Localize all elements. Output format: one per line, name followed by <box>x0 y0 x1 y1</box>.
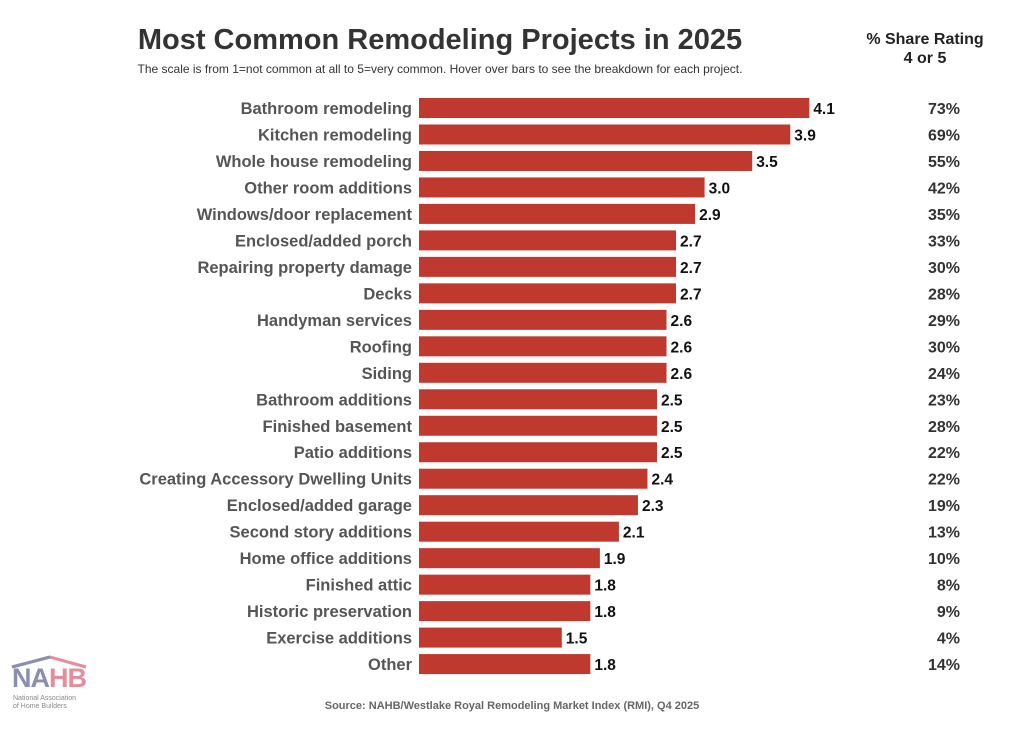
value-label: 2.5 <box>661 392 683 409</box>
share-label: 10% <box>928 551 960 568</box>
bar[interactable] <box>419 124 791 145</box>
value-label: 1.9 <box>604 551 626 568</box>
category-label: Patio additions <box>294 444 412 462</box>
bar[interactable] <box>419 203 696 224</box>
value-label: 3.5 <box>756 154 778 171</box>
value-label: 4.1 <box>813 101 835 118</box>
share-label: 22% <box>928 445 960 462</box>
category-label: Home office additions <box>240 550 412 568</box>
source-note: Source: NAHB/Westlake Royal Remodeling M… <box>324 700 700 712</box>
bar[interactable] <box>419 177 705 198</box>
value-label: 2.3 <box>642 498 664 515</box>
category-label: Windows/door replacement <box>197 206 413 224</box>
bar[interactable] <box>419 283 677 304</box>
category-label: Decks <box>363 285 412 303</box>
share-label: 28% <box>928 419 960 436</box>
share-label: 23% <box>928 392 960 409</box>
value-label: 3.0 <box>709 180 731 197</box>
bar[interactable] <box>419 442 657 463</box>
share-column-header: % Share Rating 4 or 5 <box>866 31 984 67</box>
bar[interactable] <box>419 495 638 516</box>
bar[interactable] <box>419 627 562 648</box>
category-label: Historic preservation <box>247 603 412 621</box>
value-label: 2.6 <box>671 313 693 330</box>
value-label: 3.9 <box>794 127 816 144</box>
bar[interactable] <box>419 468 648 489</box>
category-label: Other room additions <box>244 179 412 197</box>
category-label: Finished attic <box>306 577 412 595</box>
value-label: 1.8 <box>594 578 616 595</box>
value-label: 2.6 <box>671 366 693 383</box>
category-label: Handyman services <box>257 312 412 330</box>
bar[interactable] <box>419 230 677 251</box>
bar[interactable] <box>419 309 667 330</box>
value-label: 2.7 <box>680 233 702 250</box>
category-label: Bathroom additions <box>256 391 412 409</box>
category-label: Enclosed/added garage <box>227 497 412 515</box>
value-label: 2.7 <box>680 286 702 303</box>
bar[interactable] <box>419 654 591 675</box>
category-label: Kitchen remodeling <box>258 126 412 144</box>
share-label: 33% <box>928 233 960 250</box>
bar[interactable] <box>419 548 600 569</box>
share-label: 29% <box>928 313 960 330</box>
category-label: Bathroom remodeling <box>241 100 412 118</box>
category-label: Other <box>368 656 413 674</box>
bar[interactable] <box>419 98 810 118</box>
share-label: 55% <box>928 154 960 171</box>
share-label: 30% <box>928 260 960 277</box>
bar[interactable] <box>419 256 677 277</box>
share-label: 13% <box>928 525 960 542</box>
share-label: 73% <box>928 101 960 118</box>
share-label: 14% <box>928 657 960 674</box>
share-label: 9% <box>937 604 960 621</box>
category-label: Whole house remodeling <box>216 153 412 171</box>
bar[interactable] <box>419 362 667 383</box>
chart-title: Most Common Remodeling Projects in 2025 <box>137 24 743 56</box>
share-label: 30% <box>928 339 960 356</box>
bar[interactable] <box>419 336 667 357</box>
category-label: Finished basement <box>263 418 413 436</box>
chart-subtitle: The scale is from 1=not common at all to… <box>137 62 743 76</box>
logo-subtext: National Association of Home Builders <box>13 695 77 710</box>
share-label: 69% <box>928 127 960 144</box>
category-label: Exercise additions <box>266 630 412 648</box>
category-label: Siding <box>362 365 412 383</box>
share-label: 19% <box>928 498 960 515</box>
value-label: 2.4 <box>651 472 673 489</box>
bar[interactable] <box>419 521 619 542</box>
category-label: Repairing property damage <box>197 259 412 277</box>
roof-icon <box>11 655 87 669</box>
value-label: 1.5 <box>566 631 588 648</box>
share-label: 8% <box>937 578 960 595</box>
share-label: 35% <box>928 207 960 224</box>
category-label: Creating Accessory Dwelling Units <box>139 471 412 489</box>
bar[interactable] <box>419 150 753 171</box>
bar[interactable] <box>419 415 657 436</box>
value-label: 1.8 <box>594 604 616 621</box>
bar[interactable] <box>419 574 591 595</box>
share-label: 24% <box>928 366 960 383</box>
value-label: 2.6 <box>671 339 693 356</box>
value-label: 2.7 <box>680 260 702 277</box>
value-label: 1.8 <box>594 657 616 674</box>
category-label: Roofing <box>350 338 412 356</box>
value-label: 2.9 <box>699 207 721 224</box>
share-label: 28% <box>928 286 960 303</box>
category-label: Enclosed/added porch <box>235 232 412 250</box>
bar[interactable] <box>419 601 591 622</box>
value-label: 2.1 <box>623 525 645 542</box>
share-label: 22% <box>928 472 960 489</box>
category-label: Second story additions <box>230 524 412 542</box>
bar[interactable] <box>419 389 657 410</box>
share-label: 4% <box>937 631 960 648</box>
value-label: 2.5 <box>661 445 683 462</box>
value-label: 2.5 <box>661 419 683 436</box>
share-label: 42% <box>928 180 960 197</box>
